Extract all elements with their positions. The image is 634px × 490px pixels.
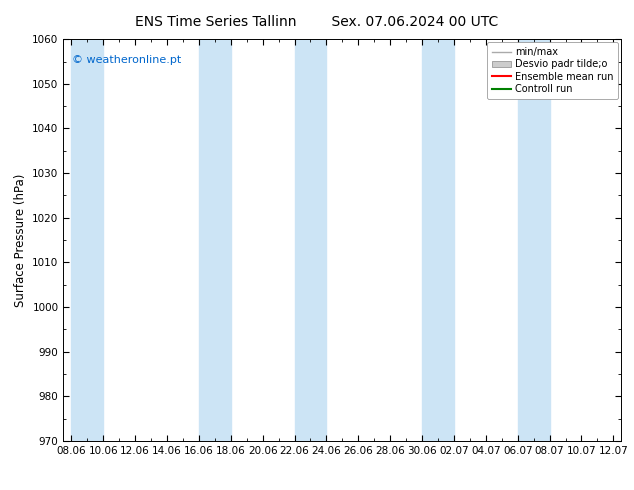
Text: © weatheronline.pt: © weatheronline.pt (72, 55, 181, 65)
Legend: min/max, Desvio padr tilde;o, Ensemble mean run, Controll run: min/max, Desvio padr tilde;o, Ensemble m… (487, 42, 618, 99)
Y-axis label: Surface Pressure (hPa): Surface Pressure (hPa) (14, 173, 27, 307)
Bar (422, 39, 454, 441)
Bar (295, 39, 327, 441)
Text: ENS Time Series Tallinn        Sex. 07.06.2024 00 UTC: ENS Time Series Tallinn Sex. 07.06.2024 … (136, 15, 498, 29)
Bar (518, 39, 550, 441)
Bar (72, 39, 103, 441)
Bar (199, 39, 231, 441)
